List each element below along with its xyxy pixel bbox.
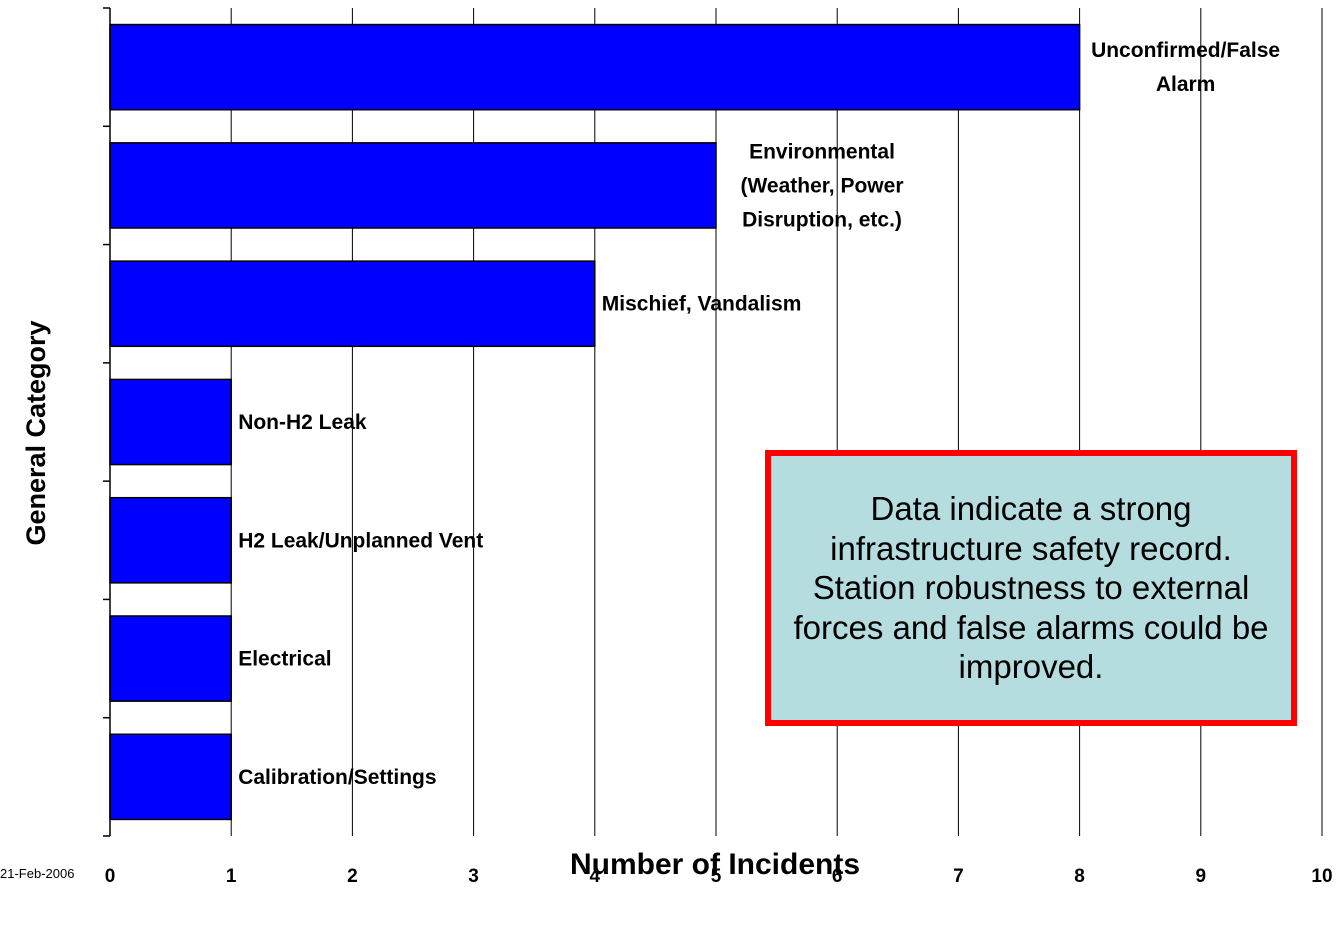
x-tick-label: 6 xyxy=(832,866,843,887)
bar-label: Electrical xyxy=(238,648,331,671)
x-axis-title: Number of Incidents xyxy=(570,848,860,881)
x-tick-label: 1 xyxy=(226,866,237,887)
x-tick-label: 2 xyxy=(347,866,358,887)
bar-label: Non-H2 Leak xyxy=(238,411,367,434)
x-tick-labels: 0 1 2 3 4 5 6 7 8 9 10 xyxy=(105,866,1333,887)
bar xyxy=(109,733,232,821)
bar xyxy=(109,615,232,702)
axes xyxy=(103,7,111,837)
callout-text: Data indicate a strong infrastructure sa… xyxy=(793,490,1269,686)
bar xyxy=(109,378,232,466)
bar-label: Calibration/Settings xyxy=(238,766,436,789)
bar xyxy=(109,23,1081,111)
x-tick-label: 5 xyxy=(711,866,722,887)
y-axis-title: General Category xyxy=(21,320,51,545)
bar-label: Mischief, Vandalism xyxy=(602,293,802,316)
bar xyxy=(109,496,232,584)
bar xyxy=(109,142,717,229)
bar-labels: Unconfirmed/False Alarm Environmental (Weat… xyxy=(238,39,1280,789)
bar-label: H2 Leak/Unplanned Vent xyxy=(238,529,483,552)
x-tick-label: 10 xyxy=(1311,866,1332,887)
x-tick-label: 4 xyxy=(590,866,601,887)
date-stamp: 21-Feb-2006 xyxy=(0,866,75,881)
callout-box: Data indicate a strong infrastructure sa… xyxy=(765,450,1297,726)
bar-label: Environmental (Weather, Power Disruption, … xyxy=(741,140,904,231)
bars xyxy=(109,23,1081,821)
x-tick-label: 9 xyxy=(1196,866,1207,887)
x-tick-label: 8 xyxy=(1074,866,1085,887)
bar-label: Unconfirmed/False Alarm xyxy=(1091,39,1280,96)
x-tick-label: 0 xyxy=(105,866,116,887)
bar xyxy=(109,260,596,348)
x-tick-label: 3 xyxy=(468,866,479,887)
x-tick-label: 7 xyxy=(953,866,964,887)
